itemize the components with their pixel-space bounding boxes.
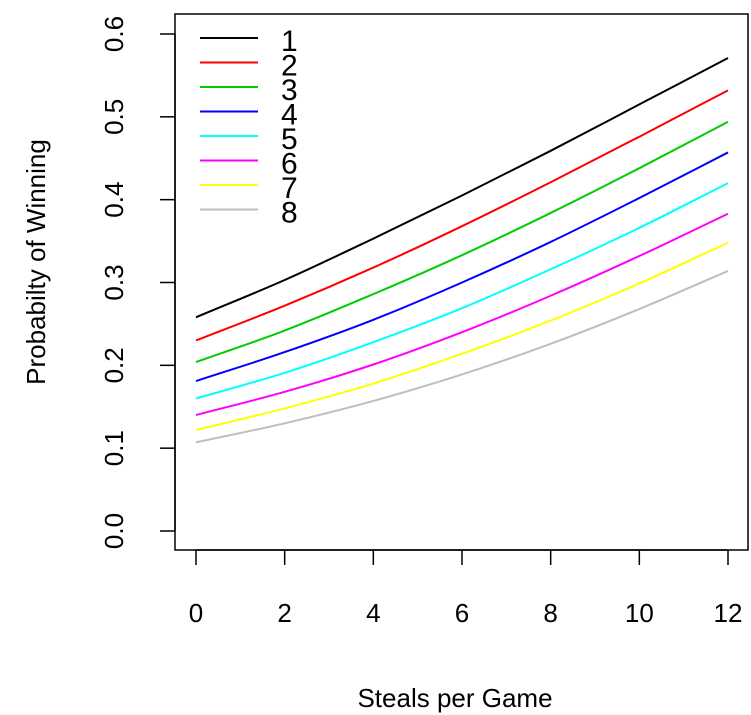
y-tick-label: 0.5: [99, 99, 129, 135]
y-tick-label: 0.2: [99, 347, 129, 383]
x-axis: 0 2 4 6 8 10 12: [189, 549, 743, 628]
x-tick-label: 10: [625, 598, 654, 628]
y-axis-label: Probabilty of Winning: [21, 139, 51, 385]
series-line-6: [195, 212, 729, 416]
legend-label-1: 1: [281, 25, 298, 58]
legend-label-8: 8: [281, 197, 298, 230]
x-tick-label: 6: [455, 598, 469, 628]
series-line-1: [195, 57, 729, 319]
x-tick-label: 12: [714, 598, 743, 628]
legend-label-4: 4: [281, 99, 298, 132]
x-tick-label: 2: [277, 598, 291, 628]
y-tick-label: 0.0: [99, 513, 129, 549]
series-line-2: [195, 89, 729, 342]
series-line-3: [195, 120, 729, 363]
series-line-5: [195, 182, 729, 400]
y-tick-label: 0.3: [99, 264, 129, 300]
y-tick-label: 0.1: [99, 430, 129, 466]
legend-label-6: 6: [281, 148, 298, 181]
series-line-7: [195, 241, 729, 431]
x-axis-label: Steals per Game: [357, 683, 552, 713]
series-lines: [195, 57, 729, 444]
series-line-8: [195, 269, 729, 444]
x-tick-label: 0: [189, 598, 203, 628]
legend-label-3: 3: [281, 74, 298, 107]
x-tick-label: 8: [543, 598, 557, 628]
legend-label-7: 7: [281, 172, 298, 205]
y-axis: 0.0 0.1 0.2 0.3 0.4 0.5 0.6: [99, 16, 176, 549]
legend-label-5: 5: [281, 123, 298, 156]
series-line-4: [195, 151, 729, 383]
x-tick-label: 4: [366, 598, 380, 628]
y-tick-label: 0.4: [99, 182, 129, 218]
legend-label-2: 2: [281, 50, 298, 83]
y-tick-label: 0.6: [99, 16, 129, 52]
